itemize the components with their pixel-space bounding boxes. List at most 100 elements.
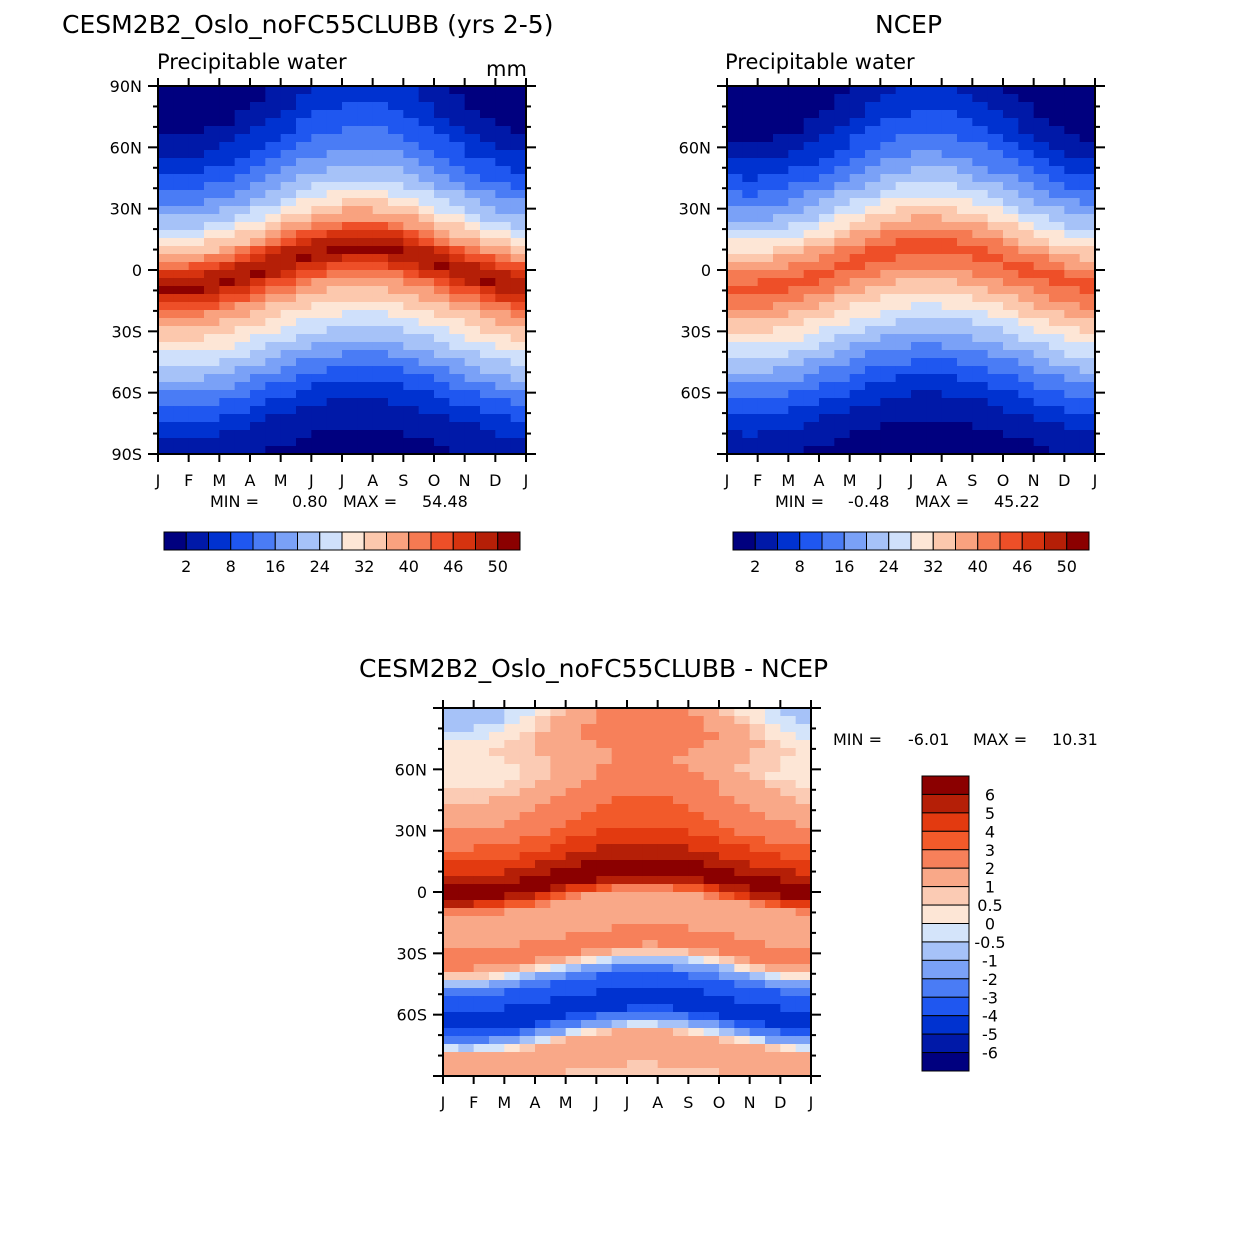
field-cell [819, 334, 835, 343]
field-cell [911, 190, 927, 199]
field-cell [296, 350, 312, 359]
field-cell [972, 446, 989, 455]
field-cell [581, 924, 597, 933]
field-cell [703, 732, 720, 741]
field-cell [519, 1036, 536, 1045]
field-cell [849, 382, 866, 391]
field-cell [1079, 278, 1096, 287]
field-cell [596, 892, 613, 901]
field-cell [443, 900, 459, 909]
field-cell [434, 438, 450, 447]
field-cell [219, 398, 236, 407]
field-cell [188, 358, 205, 367]
field-cell [780, 1068, 797, 1077]
field-cell [388, 174, 404, 183]
field-cell [403, 86, 420, 95]
field-cell [519, 1068, 536, 1077]
field-cell [510, 350, 527, 359]
field-cell [673, 876, 689, 885]
field-cell [795, 956, 812, 965]
field-cell [443, 740, 459, 749]
field-cell [926, 390, 943, 399]
field-cell [865, 166, 881, 175]
field-cell [204, 382, 220, 391]
field-cell [911, 350, 927, 359]
field-cell [535, 1060, 551, 1069]
field-cell [434, 430, 450, 439]
field-cell [388, 150, 404, 159]
field-cell [188, 334, 205, 343]
field-cell [565, 972, 582, 981]
field-cell [803, 350, 820, 359]
field-cell [627, 820, 643, 829]
x-tick-label: O [428, 471, 441, 490]
field-cell [418, 118, 435, 127]
colorbar-label: 32 [923, 557, 943, 576]
field-cell [734, 828, 751, 837]
field-cell [434, 182, 450, 191]
field-cell [972, 414, 989, 423]
field-cell [895, 230, 912, 239]
field-cell [987, 190, 1004, 199]
field-cell [535, 860, 551, 869]
field-cell [627, 1036, 643, 1045]
field-cell [480, 134, 496, 143]
field-cell [734, 996, 751, 1005]
field-cell [1049, 110, 1065, 119]
field-cell [403, 358, 420, 367]
field-cell [834, 318, 851, 327]
field-cell [234, 406, 251, 415]
field-cell [550, 1068, 567, 1077]
field-cell [688, 724, 705, 733]
field-cell [703, 892, 720, 901]
field-cell [734, 804, 751, 813]
field-cell [204, 286, 220, 295]
field-cell [673, 868, 689, 877]
field-cell [819, 294, 835, 303]
field-cell [627, 860, 643, 869]
field-cell [941, 246, 958, 255]
field-cell [611, 1052, 628, 1061]
field-cell [788, 398, 805, 407]
field-cell [403, 326, 420, 335]
colorbar-label: -4 [982, 1007, 998, 1026]
field-cell [673, 964, 689, 973]
field-cell [458, 908, 475, 917]
field-cell [972, 318, 989, 327]
field-cell [941, 190, 958, 199]
field-cell [581, 916, 597, 925]
field-cell [834, 406, 851, 415]
field-cell [535, 884, 551, 893]
field-cell [357, 334, 374, 343]
x-tick-label: N [744, 1093, 756, 1112]
field-cell [458, 964, 475, 973]
field-cell [703, 1036, 720, 1045]
field-cell [403, 222, 420, 231]
field-cell [688, 812, 705, 821]
field-cell [565, 964, 582, 973]
panel-model: CESM2B2_Oslo_noFC55CLUBB (yrs 2-5) Preci… [62, 10, 553, 576]
field-cell [443, 908, 459, 917]
field-cell [519, 908, 536, 917]
field-cell [372, 238, 389, 247]
field-cell [926, 414, 943, 423]
field-cell [504, 1052, 521, 1061]
field-cell [688, 1020, 705, 1029]
colorbar-swatch [341, 531, 365, 551]
field-cell [550, 820, 567, 829]
field-cell [504, 956, 521, 965]
field-cell [173, 278, 190, 287]
field-cell [834, 222, 851, 231]
field-cell [911, 150, 927, 159]
field-cell [581, 764, 597, 773]
field-cell [219, 358, 236, 367]
field-cell [819, 310, 835, 319]
field-cell [957, 206, 973, 215]
field-cell [911, 446, 927, 455]
field-cell [403, 134, 420, 143]
x-tick-label: N [1028, 471, 1040, 490]
field-cell [311, 350, 328, 359]
field-cell [642, 756, 659, 765]
field-cell [703, 724, 720, 733]
field-cell [749, 756, 766, 765]
